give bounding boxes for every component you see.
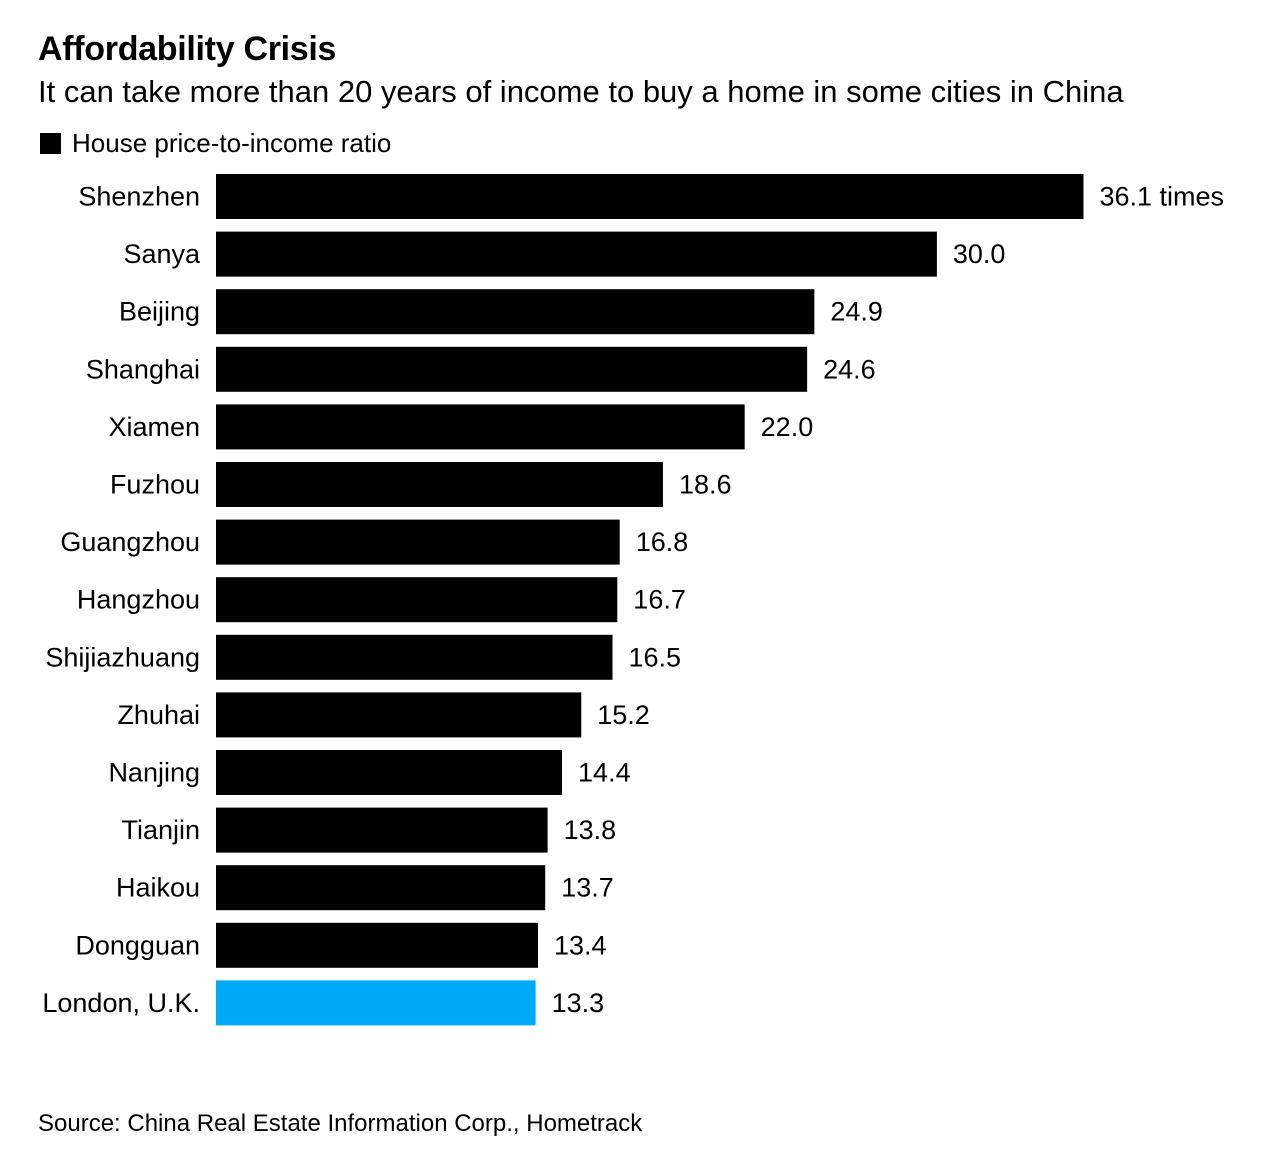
category-label: Sanya	[123, 239, 201, 269]
bar	[216, 577, 618, 623]
bar-row: Dongguan 13.4	[75, 922, 607, 968]
value-label: 16.7	[633, 585, 686, 615]
chart-title: Affordability Crisis	[38, 30, 337, 68]
category-label: Shanghai	[86, 354, 200, 384]
bar-row: Shenzhen 36.1 times	[78, 174, 1224, 219]
value-label: 15.2	[597, 700, 650, 730]
bar	[216, 865, 546, 911]
bar-row: Nanjing 14.4	[108, 750, 631, 795]
value-label: 13.8	[564, 815, 617, 845]
bar-row: Fuzhou 18.6	[110, 462, 732, 507]
bar	[216, 346, 808, 392]
bar	[216, 519, 620, 565]
bar	[216, 289, 815, 335]
value-label: 24.9	[830, 297, 883, 327]
bar	[216, 807, 548, 853]
bar-row: Guangzhou 16.8	[60, 519, 689, 565]
category-label: Shijiazhuang	[45, 642, 200, 672]
bar-row: Xiamen 22.0	[108, 404, 814, 450]
chart-legend: House price-to-income ratio	[40, 126, 391, 160]
bar	[216, 404, 745, 450]
bar	[216, 231, 937, 277]
category-label: Fuzhou	[110, 470, 200, 500]
bar-row: Tianjin 13.8	[121, 807, 617, 853]
value-label: 36.1 times	[1099, 182, 1224, 212]
bar	[216, 980, 536, 1026]
bar-row: Haikou 13.7	[116, 865, 614, 911]
bar-row: Shanghai 24.6	[86, 346, 876, 392]
legend-label: House price-to-income ratio	[72, 128, 392, 158]
value-label: 16.5	[628, 642, 681, 672]
bar-row: London, U.K. 13.3	[42, 980, 605, 1026]
bar-row: Zhuhai 15.2	[117, 692, 650, 738]
category-label: Guangzhou	[60, 527, 200, 557]
value-label: 22.0	[761, 412, 814, 442]
category-label: Tianjin	[121, 815, 200, 845]
bar	[216, 922, 539, 968]
category-label: Zhuhai	[117, 700, 200, 730]
category-label: London, U.K.	[42, 988, 200, 1018]
category-label: Xiamen	[108, 412, 200, 442]
bar-row: Beijing 24.9	[119, 289, 883, 335]
value-label: 16.8	[636, 527, 689, 557]
category-label: Haikou	[116, 873, 200, 903]
value-label: 13.4	[554, 930, 607, 960]
value-label: 13.7	[561, 873, 614, 903]
bar	[216, 750, 563, 795]
legend-swatch	[40, 132, 61, 154]
category-label: Shenzhen	[78, 182, 200, 212]
category-label: Beijing	[119, 297, 200, 327]
source-note: Source: China Real Estate Information Co…	[38, 1110, 643, 1137]
category-label: Hangzhou	[77, 585, 200, 615]
chart-subtitle: It can take more than 20 years of income…	[38, 74, 1124, 109]
value-label: 18.6	[679, 470, 732, 500]
bar-row: Sanya 30.0	[123, 231, 1006, 277]
bar-row: Hangzhou 16.7	[77, 577, 686, 623]
category-label: Dongguan	[75, 930, 200, 960]
value-label: 24.6	[823, 354, 876, 384]
bar-row: Shijiazhuang 16.5	[45, 634, 681, 680]
category-label: Nanjing	[108, 758, 200, 788]
bar	[216, 634, 613, 680]
value-label: 13.3	[552, 988, 605, 1018]
value-label: 14.4	[578, 758, 631, 788]
value-label: 30.0	[953, 239, 1006, 269]
bar	[216, 174, 1084, 219]
bar	[216, 692, 582, 738]
bar	[216, 462, 663, 507]
bars-layer: Shenzhen 36.1 times Sanya 30.0 Beijing 24.9 Sh…	[42, 174, 1224, 1026]
